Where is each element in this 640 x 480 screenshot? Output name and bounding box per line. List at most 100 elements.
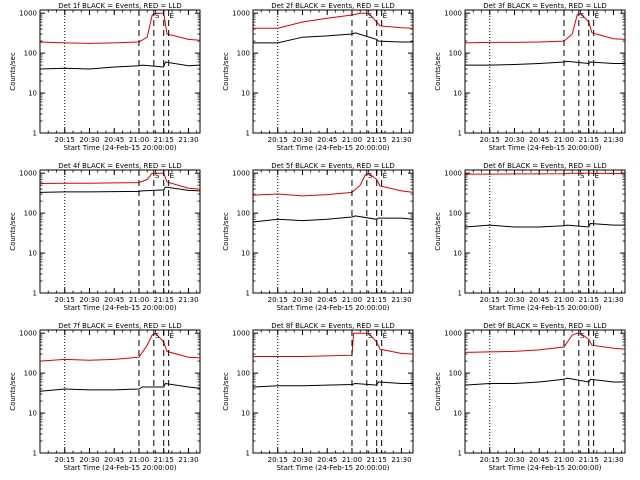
series-lld-line: [39, 12, 201, 44]
series-lld-line: [39, 172, 201, 190]
series-events-line: [464, 222, 625, 228]
y-tick-label: 1000: [19, 330, 37, 338]
x-tick-label: 20:30: [292, 456, 312, 464]
marker-label: E: [595, 172, 599, 180]
x-tick-label: 21:30: [603, 456, 623, 464]
series-lld-line: [464, 12, 626, 44]
x-tick-label: 20:30: [292, 296, 312, 304]
y-axis-label: Counts/sec: [222, 372, 230, 411]
panel-det-8: Det 8f BLACK = Events, RED = LLD 1 10 100 10…: [222, 322, 414, 472]
y-tick-label: 1000: [232, 10, 250, 18]
y-tick-label: 1: [33, 290, 37, 298]
series-lld-line: [465, 172, 626, 175]
series-lld-line: [253, 332, 414, 357]
marker-label: E: [383, 172, 387, 180]
plot-frame: [252, 169, 414, 294]
marker-label: S: [155, 172, 160, 180]
x-tick-label: 21:30: [178, 456, 198, 464]
y-tick-label: 100: [237, 370, 250, 378]
x-tick-label: 21:15: [367, 136, 387, 144]
marker-label: S: [580, 12, 585, 20]
x-tick-label: 21:00: [342, 456, 362, 464]
panel-det-2: Det 2f BLACK = Events, RED = LLD 1 10 100 10…: [222, 2, 414, 152]
series-events-line: [39, 382, 201, 392]
x-tick-label: 21:30: [603, 296, 623, 304]
marker-label: E: [595, 12, 599, 20]
marker-label: E: [383, 332, 387, 340]
panel-title: Det 9f BLACK = Events, RED = LLD: [483, 322, 606, 330]
series-lld-line: [253, 12, 414, 29]
x-tick-label: 20:45: [317, 136, 337, 144]
marker-label: S: [368, 172, 373, 180]
x-tick-label: 20:15: [55, 296, 75, 304]
x-tick-label: 21:15: [579, 456, 599, 464]
y-tick-label: 100: [24, 50, 37, 58]
series-events-line: [39, 186, 201, 193]
x-tick-label: 21:15: [154, 456, 174, 464]
x-tick-label: 20:30: [504, 456, 524, 464]
x-tick-label: 21:00: [342, 136, 362, 144]
x-tick-label: 21:30: [178, 296, 198, 304]
plot-frame: [464, 329, 626, 454]
plot-frame: [252, 9, 414, 134]
panel-title: Det 2f BLACK = Events, RED = LLD: [271, 2, 394, 10]
marker-label: E: [595, 332, 599, 340]
x-axis-label: Start Time (24-Feb-15 20:00:00): [63, 304, 176, 312]
x-tick-label: 21:30: [391, 456, 411, 464]
x-tick-label: 20:45: [529, 296, 549, 304]
x-tick-label: 20:45: [317, 456, 337, 464]
x-tick-label: 20:30: [504, 296, 524, 304]
y-tick-label: 100: [449, 50, 462, 58]
marker-label: S: [580, 172, 585, 180]
panel-title: Det 8f BLACK = Events, RED = LLD: [271, 322, 394, 330]
y-axis-label: Counts/sec: [434, 372, 442, 411]
x-tick-label: 20:30: [504, 136, 524, 144]
x-tick-label: 21:00: [129, 296, 149, 304]
x-tick-label: 21:15: [579, 296, 599, 304]
plot-frame: [252, 329, 414, 454]
x-tick-label: 20:15: [268, 456, 288, 464]
x-tick-label: 20:30: [79, 136, 99, 144]
y-tick-label: 10: [241, 410, 250, 418]
x-tick-label: 21:30: [391, 136, 411, 144]
x-tick-label: 20:15: [480, 136, 500, 144]
x-tick-label: 21:15: [367, 296, 387, 304]
panel-det-3: Det 3f BLACK = Events, RED = LLD 1 10 100 10…: [434, 2, 626, 152]
series-lld-line: [464, 332, 626, 353]
x-tick-label: 21:15: [154, 136, 174, 144]
y-tick-label: 1: [246, 450, 250, 458]
x-tick-label: 20:30: [292, 136, 312, 144]
x-tick-label: 21:00: [129, 136, 149, 144]
marker-label: S: [368, 12, 373, 20]
x-tick-label: 21:00: [129, 456, 149, 464]
plot-frame: [39, 329, 201, 454]
x-tick-label: 21:30: [178, 136, 198, 144]
x-axis-label: Start Time (24-Feb-15 20:00:00): [276, 304, 389, 312]
panel-title: Det 6f BLACK = Events, RED = LLD: [483, 162, 606, 170]
x-tick-label: 20:30: [79, 296, 99, 304]
x-tick-label: 21:15: [154, 296, 174, 304]
x-tick-label: 20:45: [529, 136, 549, 144]
x-axis-label: Start Time (24-Feb-15 20:00:00): [488, 304, 601, 312]
x-tick-label: 21:15: [579, 136, 599, 144]
y-tick-label: 10: [28, 410, 37, 418]
x-tick-label: 20:15: [55, 136, 75, 144]
y-tick-label: 1: [458, 450, 462, 458]
y-tick-label: 10: [453, 90, 462, 98]
plot-frame: [464, 169, 626, 294]
y-tick-label: 1: [33, 450, 37, 458]
y-tick-label: 1000: [444, 330, 462, 338]
y-tick-label: 10: [453, 250, 462, 258]
series-lld-line: [39, 332, 201, 362]
panel-title: Det 4f BLACK = Events, RED = LLD: [58, 162, 181, 170]
x-tick-label: 21:30: [603, 136, 623, 144]
x-axis-label: Start Time (24-Feb-15 20:00:00): [488, 144, 601, 152]
y-tick-label: 1000: [232, 330, 250, 338]
y-tick-label: 100: [24, 370, 37, 378]
y-tick-label: 1: [458, 290, 462, 298]
marker-label: S: [580, 332, 585, 340]
x-axis-label: Start Time (24-Feb-15 20:00:00): [63, 144, 176, 152]
y-axis-label: Counts/sec: [9, 212, 17, 251]
series-lld-line: [252, 172, 414, 197]
